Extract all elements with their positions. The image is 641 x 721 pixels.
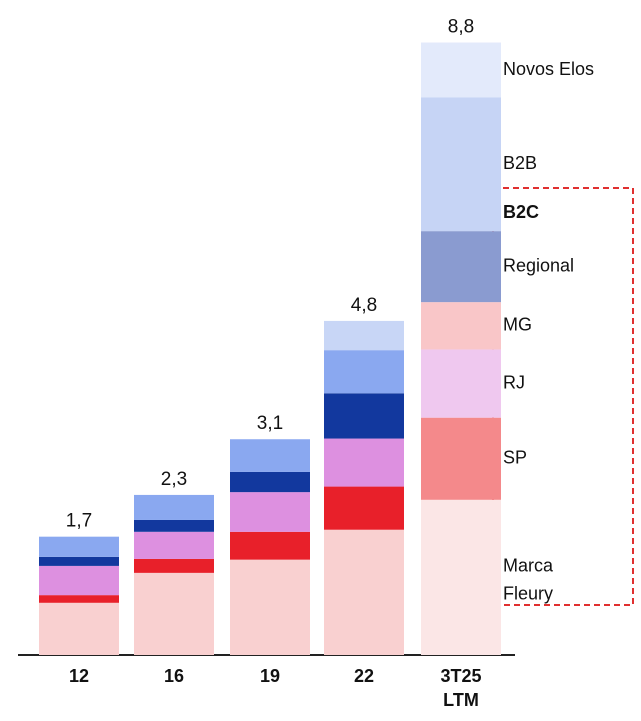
bar-segment <box>421 302 501 350</box>
bar-segment <box>324 486 404 530</box>
legend-label: B2B <box>503 153 537 173</box>
total-label: 2,3 <box>161 469 187 490</box>
bar-segment <box>134 558 214 573</box>
bar-segment <box>39 556 119 566</box>
bar-segment <box>134 494 214 520</box>
bar-segment <box>324 320 404 351</box>
bar-segment <box>134 531 214 559</box>
bar-segment <box>324 350 404 394</box>
bar-segment <box>230 559 310 655</box>
x-tick-label: 16 <box>164 666 184 686</box>
legend-label: MG <box>503 315 532 335</box>
x-tick-label: 19 <box>260 666 280 686</box>
total-label: 3,1 <box>257 413 283 434</box>
bar-segment <box>230 471 310 493</box>
total-label: 4,8 <box>351 295 377 316</box>
bar-segment <box>421 42 501 98</box>
legend-label: Novos Elos <box>503 59 594 79</box>
bar-segment <box>39 602 119 655</box>
bar-segment <box>421 499 501 655</box>
bar-segment <box>39 595 119 603</box>
bar-segment <box>134 519 214 532</box>
bar-segment <box>324 529 404 655</box>
bar-segment <box>421 417 501 500</box>
bar-segment <box>230 439 310 472</box>
b2c-box <box>492 187 634 606</box>
total-label: 1,7 <box>66 511 92 532</box>
x-tick-label: 22 <box>354 666 374 686</box>
legend-label: Regional <box>503 255 574 275</box>
legend-label: SP <box>503 447 527 467</box>
bar-segment <box>421 231 501 303</box>
bar-segment <box>324 393 404 439</box>
bar-segment <box>230 531 310 560</box>
total-label: 8,8 <box>448 17 474 38</box>
bar-segment <box>324 438 404 487</box>
x-tick-label: 12 <box>69 666 89 686</box>
bar-segment <box>39 565 119 596</box>
bar-segment <box>39 536 119 557</box>
bar-segment <box>134 572 214 655</box>
legend-label: RJ <box>503 372 525 392</box>
bar-segment <box>421 97 501 232</box>
x-tick-label: 3T25 LTM <box>440 666 481 710</box>
group-label: B2C <box>503 202 539 222</box>
bar-segment <box>421 349 501 418</box>
legend-label: Marca Fleury <box>503 555 554 603</box>
bar-segment <box>230 492 310 532</box>
